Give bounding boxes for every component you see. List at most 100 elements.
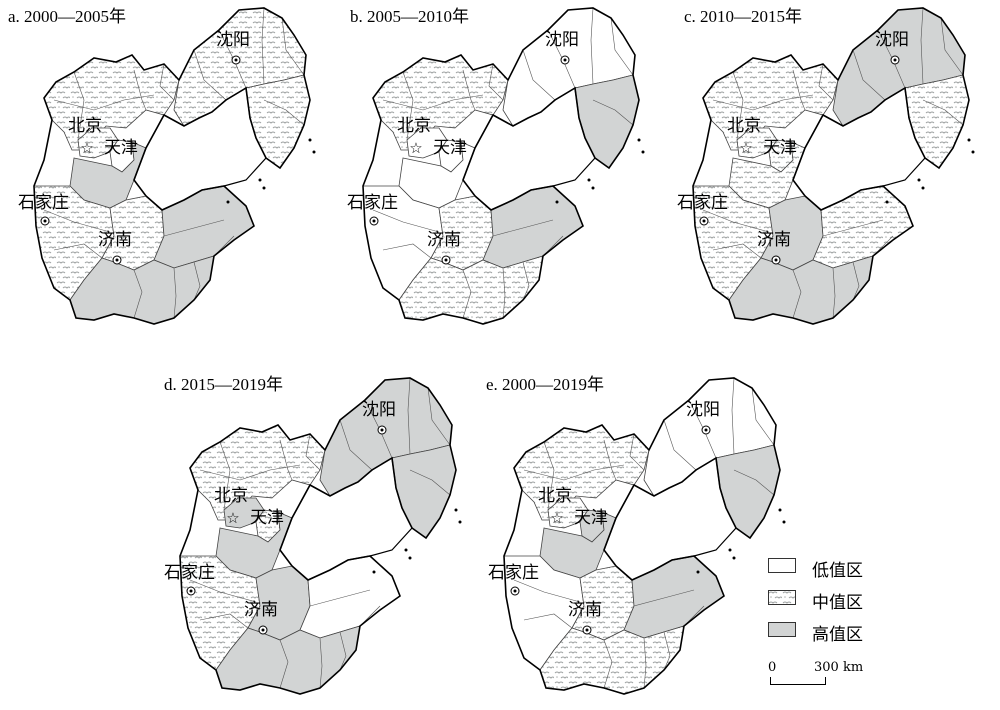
city-label-jinan: 济南	[568, 600, 602, 620]
district-boundary	[163, 219, 225, 237]
city-marker-center	[513, 589, 517, 593]
scale-bar: 0 300 km	[768, 660, 890, 690]
region-outline	[692, 7, 970, 325]
district-boundary	[832, 267, 836, 319]
district-boundary	[940, 17, 964, 76]
city-marker-center	[189, 589, 193, 593]
island	[971, 150, 975, 154]
district-boundary	[590, 7, 594, 85]
panel-title-b: b. 2005—2010年	[350, 7, 469, 26]
district-boundary	[663, 631, 671, 671]
district-boundary	[462, 69, 476, 111]
map-panel-a: ☆ a. 2000—2005年 沈阳 北京 天津 石家庄 济南	[8, 0, 344, 330]
district-boundary	[43, 209, 111, 233]
district-boundary	[189, 579, 257, 603]
scale-bar-line	[770, 677, 826, 685]
city-label-shijiazhuang: 石家庄	[677, 193, 728, 213]
district-boundary	[53, 243, 103, 259]
district-boundary	[663, 419, 697, 471]
city-label-shenyang: 沈阳	[686, 400, 720, 420]
city-label-tianjin: 天津	[763, 138, 797, 158]
district-boundary	[522, 261, 530, 301]
map-panel-c: ☆ c. 2010—2015年 沈阳 北京 天津 石家庄 济南	[673, 0, 1000, 330]
region-outline	[33, 7, 311, 325]
island	[921, 186, 925, 190]
panel-title-e: e. 2000—2019年	[486, 375, 605, 394]
district-boundary	[319, 637, 323, 689]
legend-item-mid: 中值区	[768, 588, 928, 613]
city-marker-center	[585, 628, 589, 632]
island	[458, 520, 462, 524]
map-svg-b: ☆	[362, 7, 645, 325]
island	[308, 138, 312, 142]
island	[587, 178, 591, 182]
district-boundary	[219, 441, 231, 511]
district-boundary	[73, 71, 85, 141]
district-boundary	[922, 99, 964, 126]
city-label-shijiazhuang: 石家庄	[347, 193, 398, 213]
district-boundary	[193, 49, 227, 101]
island	[258, 178, 262, 182]
map-panel-e: ☆ e. 2000—2019年 沈阳 北京 天津 石家庄 济南	[484, 370, 814, 700]
district-boundary	[523, 464, 625, 481]
district-boundary	[920, 7, 924, 85]
district-boundary	[382, 94, 484, 111]
district-boundary	[488, 63, 504, 101]
city-marker-center	[704, 428, 708, 432]
island	[782, 520, 786, 524]
city-label-tianjin: 天津	[250, 508, 284, 528]
district-boundary	[173, 267, 177, 319]
island	[591, 186, 595, 190]
island	[637, 138, 641, 142]
district-boundary	[462, 269, 472, 319]
city-marker-center	[43, 219, 47, 223]
map-svg-e: ☆	[503, 377, 786, 695]
district-boundary	[732, 71, 744, 141]
island	[778, 508, 782, 512]
district-boundary	[199, 464, 301, 481]
legend-swatch-high	[768, 622, 796, 637]
city-label-jinan: 济南	[757, 230, 791, 250]
map-svg-c: ☆	[692, 7, 975, 325]
city-label-tianjin: 天津	[574, 508, 608, 528]
district-boundary	[339, 631, 347, 671]
city-label-jinan: 济南	[98, 230, 132, 250]
district-boundary	[427, 387, 451, 446]
district-boundary	[731, 377, 735, 455]
city-label-beijing: 北京	[538, 486, 572, 506]
district-boundary	[502, 267, 506, 319]
district-boundary	[382, 243, 432, 259]
island	[454, 508, 458, 512]
legend-label-low: 低值区	[812, 561, 863, 581]
city-label-shenyang: 沈阳	[545, 30, 579, 50]
district-boundary	[407, 377, 411, 455]
district-boundary	[261, 7, 265, 85]
district-boundary	[629, 433, 645, 471]
island	[696, 570, 700, 574]
island	[917, 178, 921, 182]
island	[372, 570, 376, 574]
city-label-tianjin: 天津	[104, 138, 138, 158]
city-label-jinan: 济南	[427, 230, 461, 250]
city-marker-center	[115, 258, 119, 262]
city-label-shenyang: 沈阳	[216, 30, 250, 50]
capital-star-icon: ☆	[226, 509, 239, 527]
island	[262, 186, 266, 190]
district-boundary	[193, 261, 201, 301]
region-outline	[179, 377, 457, 695]
island	[885, 200, 889, 204]
district-boundary	[279, 639, 289, 689]
city-marker-center	[380, 428, 384, 432]
district-boundary	[603, 639, 613, 689]
district-boundary	[733, 469, 775, 496]
scale-start-label: 0	[768, 660, 777, 675]
district-boundary	[513, 579, 581, 603]
legend-item-high: 高值区	[768, 620, 928, 645]
panel-title-c: c. 2010—2015年	[684, 7, 803, 26]
district-boundary	[592, 99, 634, 126]
district-boundary	[852, 49, 886, 101]
district-boundary	[818, 63, 834, 101]
region-outline	[362, 7, 640, 325]
district-boundary	[792, 69, 806, 111]
city-label-beijing: 北京	[68, 116, 102, 136]
